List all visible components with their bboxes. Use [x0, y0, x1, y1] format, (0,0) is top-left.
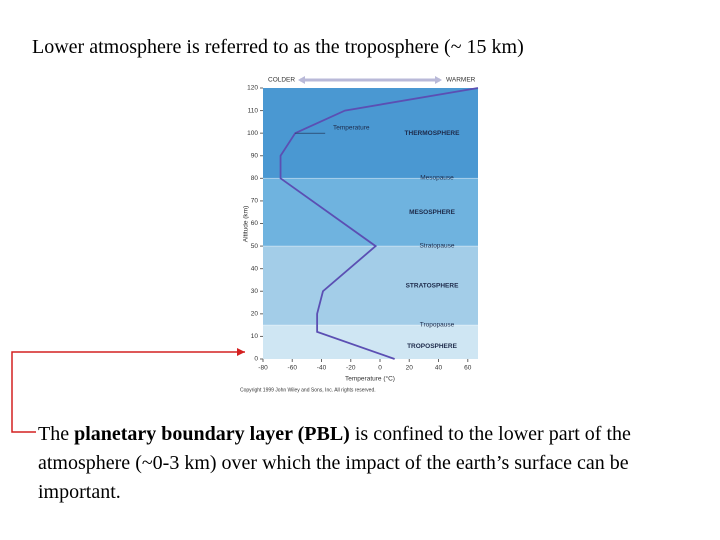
y-tick-label: 0 [254, 356, 258, 363]
y-tick-label: 60 [251, 220, 259, 227]
layer-band [263, 178, 478, 247]
boundary-label: Mesopause [420, 175, 454, 182]
y-tick-label: 10 [251, 333, 259, 340]
temperature-line [279, 87, 479, 360]
layer-band [263, 246, 478, 326]
pointer-line [11, 351, 245, 433]
body-text: is confined to the lower part of the atm… [38, 423, 631, 503]
body-bold: planetary boundary layer (PBL) [74, 423, 350, 445]
x-tick-label: 0 [378, 365, 382, 372]
x-tick-label: -40 [317, 365, 327, 372]
x-tick-label: 60 [464, 365, 472, 372]
x-axis-label: Temperature (°C) [345, 375, 395, 383]
arrow-head [298, 76, 305, 84]
layer-name: THERMOSPHERE [405, 130, 461, 137]
y-tick-label: 120 [247, 85, 258, 92]
annotation: Temperature [333, 125, 370, 132]
slide-title: Lower atmosphere is referred to as the t… [32, 36, 524, 58]
y-tick-label: 30 [251, 288, 259, 295]
x-tick-label: -20 [346, 365, 356, 372]
y-tick-label: 90 [251, 152, 259, 159]
arrow-head [435, 76, 442, 84]
colder-label: COLDER [268, 77, 295, 84]
y-tick-label: 40 [251, 265, 259, 272]
layer-name: TROPOSPHERE [407, 343, 458, 350]
credit: Copyright 1999 John Wiley and Sons, Inc.… [240, 387, 376, 393]
warmer-label: WARMER [446, 77, 476, 84]
layer-name: STRATOSPHERE [406, 282, 460, 289]
body-text: The planetary boundary layer (PBL) is co… [38, 420, 678, 507]
x-tick-label: 20 [406, 365, 414, 372]
y-tick-label: 70 [251, 198, 259, 205]
boundary-label: Stratopause [419, 242, 454, 249]
y-axis-label: Altitude (km) [243, 206, 250, 242]
y-tick-label: 50 [251, 243, 259, 250]
pointer-head [237, 348, 245, 356]
x-tick-label: -60 [288, 365, 298, 372]
y-tick-label: 80 [251, 175, 259, 182]
layer-band [263, 325, 478, 359]
boundary-label: Tropopause [420, 321, 455, 328]
x-tick-label: 40 [435, 365, 443, 372]
y-tick-label: 110 [248, 107, 259, 114]
y-tick-label: 100 [247, 130, 258, 137]
y-tick-label: 20 [251, 311, 259, 318]
x-tick-label: -80 [258, 365, 268, 372]
body-text: The [38, 423, 75, 445]
layer-name: MESOSPHERE [409, 209, 456, 216]
